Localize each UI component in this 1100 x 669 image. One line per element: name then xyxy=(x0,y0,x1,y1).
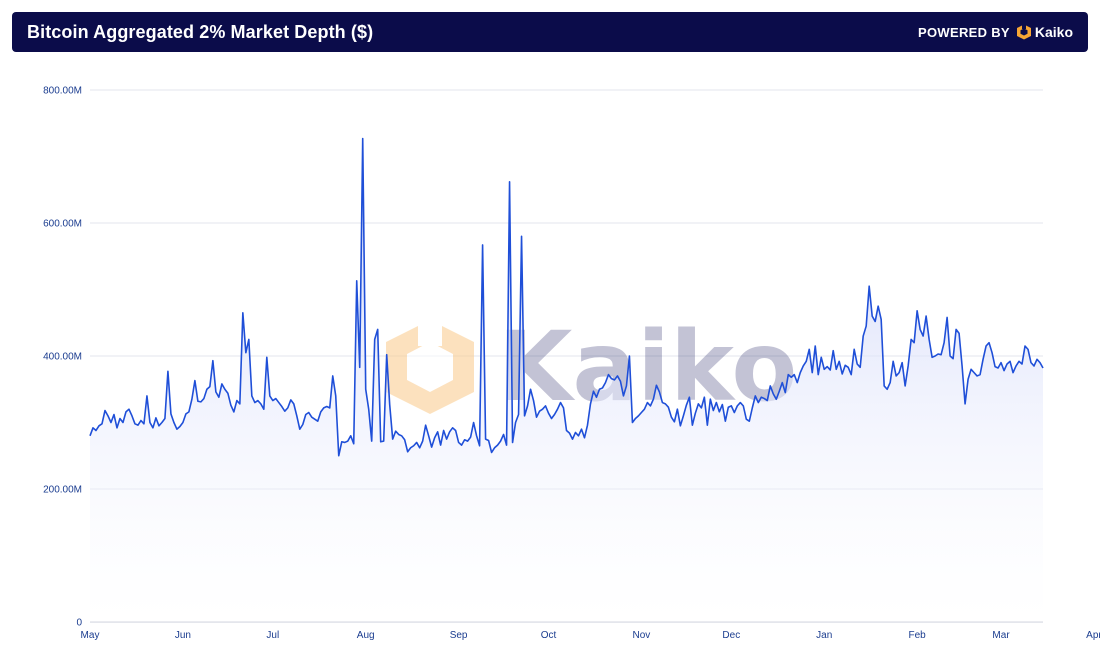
x-tick-label: Aug xyxy=(357,630,375,641)
x-tick-label: Dec xyxy=(722,630,740,641)
y-tick-label: 800.00M xyxy=(43,86,82,97)
y-tick-label: 400.00M xyxy=(43,352,82,363)
brand-name: Kaiko xyxy=(1034,24,1073,40)
x-tick-label: Feb xyxy=(909,630,927,641)
powered-by-label: POWERED BY xyxy=(918,24,1010,40)
x-tick-label: Nov xyxy=(633,630,651,641)
x-tick-label: Sep xyxy=(450,630,468,641)
series-area xyxy=(90,138,1043,623)
x-tick-label: Mar xyxy=(992,630,1010,641)
x-tick-label: Oct xyxy=(541,630,557,641)
x-tick-label: Apr xyxy=(1086,630,1100,641)
chart-header: Bitcoin Aggregated 2% Market Depth ($) P… xyxy=(12,12,1088,52)
y-tick-label: 200.00M xyxy=(43,485,82,496)
powered-by: POWERED BY Kaiko xyxy=(918,24,1073,40)
y-axis: 0 200.00M 400.00M 600.00M 800.00M xyxy=(43,86,82,629)
chart-title: Bitcoin Aggregated 2% Market Depth ($) xyxy=(27,21,374,42)
series-line xyxy=(89,137,1044,457)
kaiko-watermark-logo xyxy=(386,316,474,414)
y-tick-label: 600.00M xyxy=(43,219,82,230)
x-axis: May Jun Jul Aug Sep Oct Nov Dec Jan Feb Mar Apr xyxy=(81,630,1100,641)
kaiko-logo-icon xyxy=(1016,24,1031,40)
x-tick-label: Jul xyxy=(266,630,279,641)
y-tick-label: 0 xyxy=(76,618,82,629)
x-tick-label: Jan xyxy=(816,630,832,641)
x-tick-label: May xyxy=(81,630,100,641)
x-tick-label: Jun xyxy=(175,630,191,641)
